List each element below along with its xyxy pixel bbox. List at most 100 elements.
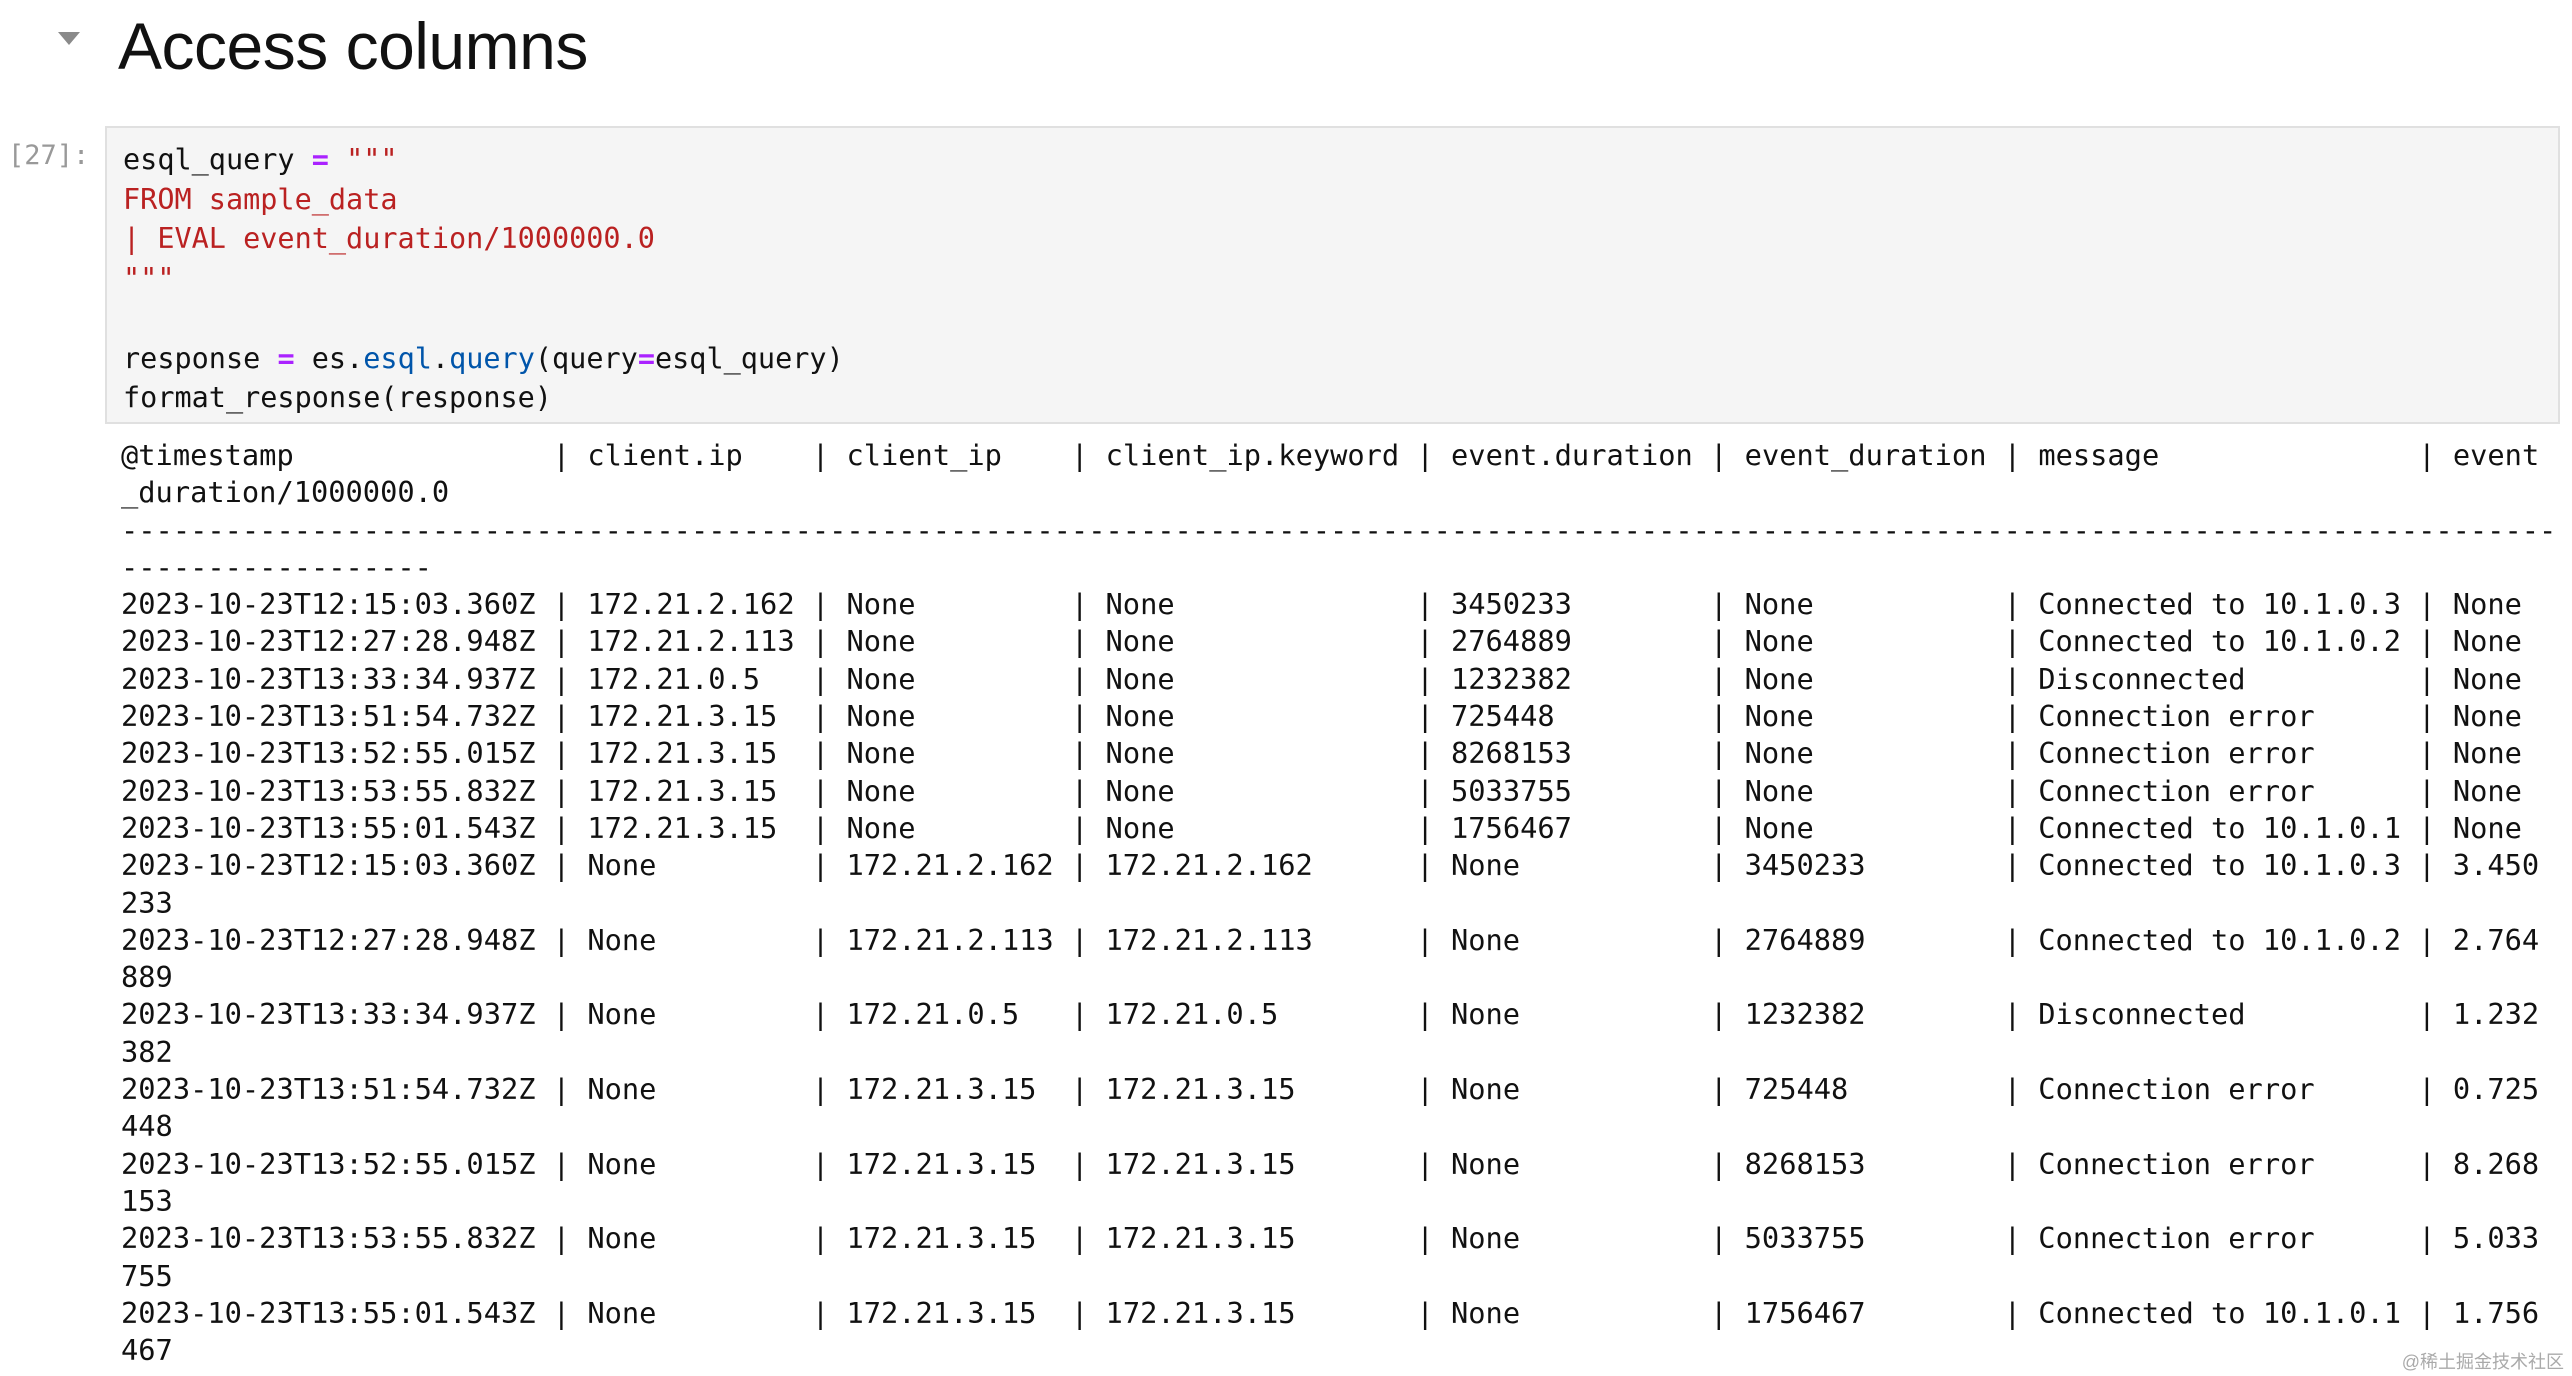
cell-value: None [2452, 587, 2522, 622]
cell-value: 2023-10-23T13:51:54.732Z [121, 1072, 536, 1107]
cell-value: None [846, 587, 916, 622]
cell-value: Connected to 10.1.0.1 [2038, 810, 2401, 845]
cell-value: message [2038, 438, 2160, 472]
code-token: response [123, 341, 278, 375]
cell-value: event.duration [1451, 438, 1693, 472]
cell-value: 172.21.3.15 [846, 1221, 1037, 1256]
cell-value: 1.756467 [121, 1295, 2540, 1368]
cell-value: None [846, 661, 916, 696]
cell-value: None [1105, 736, 1175, 771]
cell-value: 2023-10-23T12:27:28.948Z [121, 922, 536, 957]
code-text[interactable]: esql_query = """ FROM sample_data | EVAL… [123, 140, 844, 418]
cell-value: Connection error [2038, 1146, 2315, 1181]
cell-value: 172.21.3.15 [587, 736, 778, 771]
cell-value: Connection error [2038, 699, 2315, 734]
code-token: = [277, 341, 295, 375]
cell-value: event_duration/1000000.0 [121, 438, 2540, 510]
cell-value: None [2452, 736, 2522, 771]
cell-value: None [587, 1072, 657, 1107]
code-token: esql [363, 341, 432, 375]
cell-value: Connected to 10.1.0.3 [2038, 848, 2401, 883]
cell-value: None [2452, 810, 2522, 845]
table-row: 2023-10-23T13:53:55.832Z | 172.21.3.15 |… [121, 773, 2522, 808]
cell-value: None [587, 1146, 657, 1181]
cell-value: None [1105, 661, 1175, 696]
cell-value: None [1450, 848, 1521, 883]
header-separator: ----------------------------------------… [121, 512, 2557, 584]
code-cell-editor[interactable]: esql_query = """ FROM sample_data | EVAL… [105, 126, 2560, 424]
cell-value: None [587, 997, 657, 1032]
cell-value: 2023-10-23T13:52:55.015Z [121, 736, 536, 771]
cell-value: None [1105, 699, 1175, 734]
cell-value: None [1451, 1295, 1521, 1330]
cell-value: 1232382 [1450, 661, 1572, 696]
collapse-caret-down-icon[interactable] [58, 32, 80, 45]
cell-value: 172.21.3.15 [1105, 1146, 1296, 1181]
code-token: esql_query [123, 143, 312, 176]
table-row: 2023-10-23T13:52:55.015Z | 172.21.3.15 |… [121, 736, 2522, 771]
code-token: format_response(response) [123, 381, 552, 415]
cell-value: 2023-10-23T13:33:34.937Z [121, 661, 536, 696]
cell-value: 2023-10-23T12:15:03.360Z [121, 848, 536, 883]
code-token: """ [123, 262, 175, 296]
table-row: 2023-10-23T13:53:55.832Z | None | 172.21… [121, 1221, 2540, 1293]
table-row: 2023-10-23T13:33:34.937Z | None | 172.21… [121, 997, 2540, 1069]
cell-value: Connection error [2038, 736, 2315, 771]
cell-value: 172.21.0.5 [587, 661, 761, 696]
cell-value: Connection error [2038, 1072, 2315, 1107]
watermark: @稀土掘金技术社区 [2401, 1352, 2564, 1372]
cell-value: event_duration [1744, 438, 1987, 472]
cell-value: 172.21.0.5 [846, 997, 1020, 1032]
cell-value: 172.21.2.162 [1105, 848, 1313, 883]
cell-value: Connected to 10.1.0.1 [2038, 1295, 2401, 1330]
cell-value: 172.21.3.15 [1105, 1295, 1296, 1330]
cell-value: None [846, 699, 916, 734]
cell-value: 2764889 [1450, 624, 1572, 659]
code-token: | EVAL event_duration/1000000.0 [123, 222, 655, 256]
cell-value: 172.21.3.15 [587, 773, 778, 808]
table-row: 2023-10-23T13:55:01.543Z | 172.21.3.15 |… [121, 810, 2522, 845]
cell-value: 3450233 [1744, 848, 1866, 883]
cell-value: 1232382 [1744, 997, 1866, 1032]
code-token: es. [294, 341, 364, 375]
execution-count-prompt: [27]: [8, 140, 90, 171]
code-line: """ [123, 262, 174, 295]
cell-value: None [1105, 587, 1175, 622]
cell-value: 2023-10-23T13:52:55.015Z [121, 1146, 536, 1181]
table-row: 2023-10-23T12:15:03.360Z | 172.21.2.162 … [121, 587, 2522, 622]
cell-value: None [1744, 736, 1814, 771]
cell-value: None [1451, 1072, 1521, 1107]
code-line: response = es.esql.query(query=esql_quer… [123, 342, 844, 375]
code-line: | EVAL event_duration/1000000.0 [123, 222, 655, 255]
cell-value: 172.21.2.113 [587, 624, 795, 659]
cell-value: None [1105, 810, 1175, 845]
code-line: format_response(response) [123, 381, 552, 414]
table-row: 2023-10-23T13:33:34.937Z | 172.21.0.5 | … [121, 661, 2522, 696]
cell-value: 5033755 [1744, 1221, 1866, 1256]
cell-value: 172.21.3.15 [587, 810, 778, 845]
cell-value: None [2452, 773, 2522, 808]
cell-value: 172.21.3.15 [846, 1295, 1037, 1330]
cell-value: None [1744, 810, 1814, 845]
cell-value: 5.033755 [121, 1221, 2540, 1293]
code-token: query [449, 341, 535, 375]
cell-value: 2023-10-23T13:33:34.937Z [121, 997, 536, 1032]
cell-value: 3450233 [1450, 587, 1572, 622]
cell-value: None [1451, 1146, 1521, 1181]
code-token: = [311, 143, 329, 176]
cell-value: client_ip [846, 438, 1002, 472]
cell-value: 725448 [1744, 1072, 1849, 1107]
cell-value: 1756467 [1451, 810, 1572, 845]
cell-value: None [1451, 1221, 1521, 1256]
cell-value: None [846, 736, 916, 771]
cell-value: 172.21.2.113 [1105, 922, 1313, 957]
cell-value: 172.21.2.162 [587, 587, 795, 622]
cell-value: None [587, 1295, 657, 1330]
code-token [329, 143, 346, 176]
code-token: FROM sample_data [123, 182, 398, 216]
cell-value: @timestamp [121, 438, 294, 472]
table-row: 2023-10-23T12:15:03.360Z | None | 172.21… [121, 848, 2540, 920]
cell-value: None [2452, 661, 2522, 696]
cell-value: 2023-10-23T13:51:54.732Z [121, 699, 536, 734]
cell-value: 2023-10-23T12:27:28.948Z [121, 624, 536, 659]
